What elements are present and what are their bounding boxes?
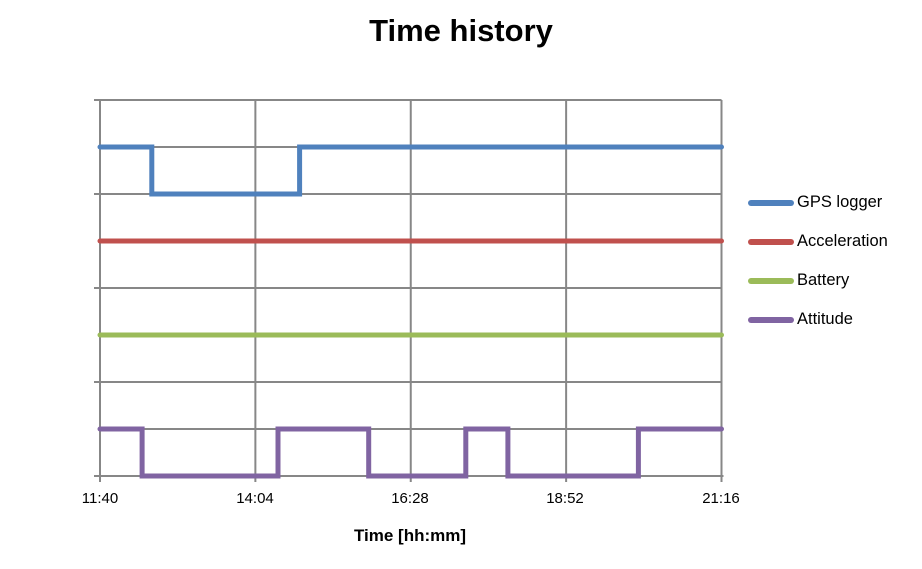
x-tick-label: 14:04: [236, 490, 274, 507]
legend-item-attitude: Attitude: [748, 300, 888, 339]
legend-label: Attitude: [797, 310, 853, 328]
legend-label: GPS logger: [797, 193, 883, 211]
chart-title: Time history: [369, 13, 553, 48]
legend: GPS logger Acceleration Battery Attitude: [748, 183, 888, 339]
x-tick-label: 16:28: [391, 490, 429, 507]
legend-swatch-icon: [748, 316, 794, 323]
legend-label: Battery: [797, 271, 850, 289]
legend-item-battery: Battery: [748, 261, 888, 300]
x-axis-title: Time [hh:mm]: [353, 526, 467, 545]
x-tick-label: 11:40: [81, 490, 119, 507]
legend-swatch-icon: [748, 277, 794, 284]
legend-label: Acceleration: [797, 232, 888, 250]
legend-swatch-icon: [748, 199, 794, 206]
x-tick-label: 21:16: [702, 490, 740, 507]
series-line-attitude: [97, 426, 724, 479]
legend-item-gps-logger: GPS logger: [748, 183, 888, 222]
x-tick-label: 18:52: [546, 490, 584, 507]
legend-swatch-icon: [748, 238, 794, 245]
series-line-gps-logger: [97, 144, 724, 197]
legend-item-acceleration: Acceleration: [748, 222, 888, 261]
